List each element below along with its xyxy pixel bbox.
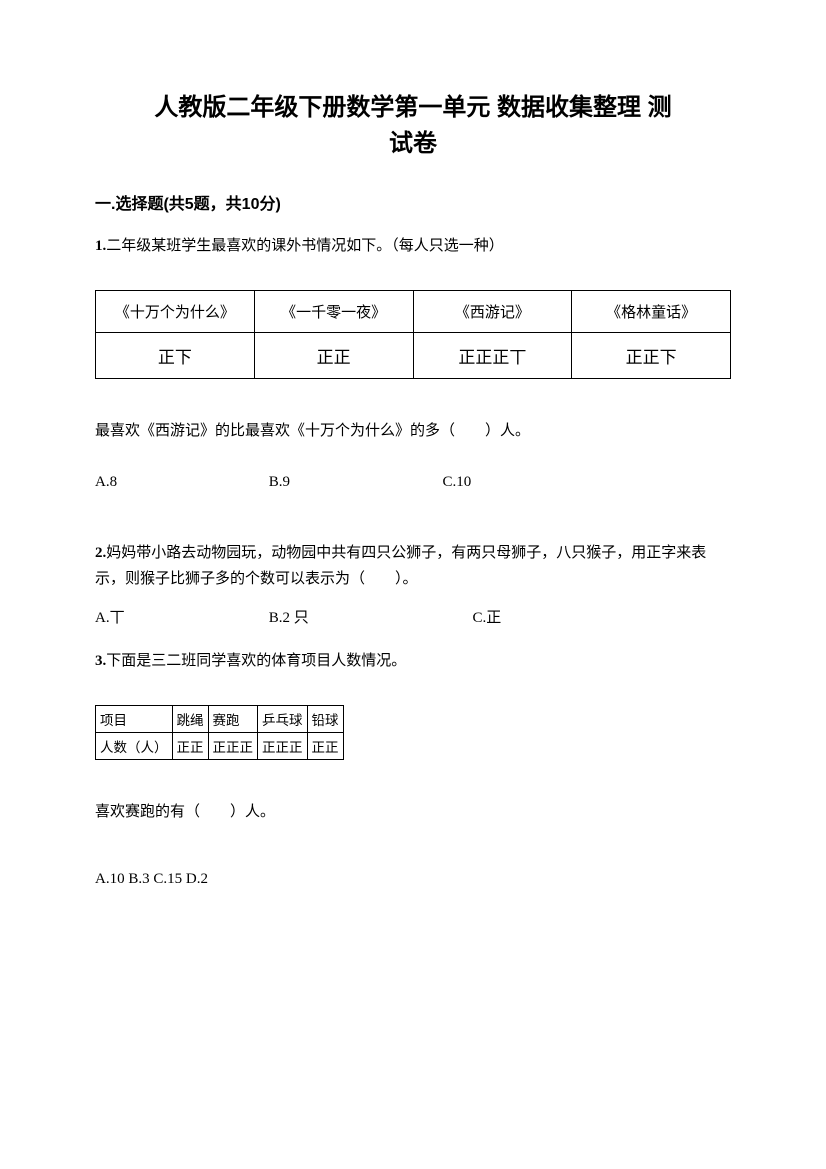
q2-number: 2. bbox=[95, 545, 106, 561]
q3-th-1: 跳绳 bbox=[172, 705, 208, 732]
q1-table-wrap: 《十万个为什么》 《一千零一夜》 《西游记》 《格林童话》 正下 正正 正正正丅… bbox=[95, 290, 731, 379]
q3-th-0: 项目 bbox=[96, 705, 173, 732]
q1-opt-b: B.9 bbox=[269, 474, 439, 491]
q2-options: A.丅 B.2 只 C.正 bbox=[95, 606, 731, 627]
q1-th-3: 《西游记》 bbox=[413, 290, 572, 332]
q1-number: 1. bbox=[95, 238, 106, 254]
q3-table-header-row: 项目 跳绳 赛跑 乒乓球 铅球 bbox=[96, 705, 344, 732]
document-title: 人教版二年级下册数学第一单元 数据收集整理 测 试卷 bbox=[95, 90, 731, 162]
q3-table: 项目 跳绳 赛跑 乒乓球 铅球 人数（人） 正正 正正正 正正正 正正 bbox=[95, 705, 344, 760]
q1-th-4: 《格林童话》 bbox=[572, 290, 731, 332]
q1-table: 《十万个为什么》 《一千零一夜》 《西游记》 《格林童话》 正下 正正 正正正丅… bbox=[95, 290, 731, 379]
q1-th-2: 《一千零一夜》 bbox=[254, 290, 413, 332]
q3-subtext: 喜欢赛跑的有（ ）人。 bbox=[95, 800, 731, 821]
section-1-heading: 一.选择题(共5题，共10分) bbox=[95, 190, 731, 214]
q1-tally-4: 正正下 bbox=[572, 332, 731, 378]
question-1: 1.二年级某班学生最喜欢的课外书情况如下。（每人只选一种） bbox=[95, 234, 731, 260]
q3-opt-b: B.3 bbox=[128, 871, 149, 887]
q3-options: A.10 B.3 C.15 D.2 bbox=[95, 871, 731, 888]
q2-text: 妈妈带小路去动物园玩，动物园中共有四只公狮子，有两只母狮子，八只猴子，用正字来表… bbox=[95, 545, 706, 587]
q3-th-3: 乒乓球 bbox=[258, 705, 308, 732]
q1-tally-2: 正正 bbox=[254, 332, 413, 378]
q3-text: 下面是三二班同学喜欢的体育项目人数情况。 bbox=[106, 653, 406, 669]
q3-td-3: 正正正 bbox=[258, 732, 308, 759]
q1-table-header-row: 《十万个为什么》 《一千零一夜》 《西游记》 《格林童话》 bbox=[96, 290, 731, 332]
q1-tally-1: 正下 bbox=[96, 332, 255, 378]
q3-td-1: 正正 bbox=[172, 732, 208, 759]
q3-th-2: 赛跑 bbox=[208, 705, 258, 732]
q3-opt-d: D.2 bbox=[186, 871, 208, 887]
q2-opt-b: B.2 只 bbox=[269, 606, 469, 627]
q1-text: 二年级某班学生最喜欢的课外书情况如下。（每人只选一种） bbox=[106, 238, 504, 254]
q1-table-tally-row: 正下 正正 正正正丅 正正下 bbox=[96, 332, 731, 378]
question-3: 3.下面是三二班同学喜欢的体育项目人数情况。 bbox=[95, 649, 731, 675]
q3-td-2: 正正正 bbox=[208, 732, 258, 759]
q3-table-wrap: 项目 跳绳 赛跑 乒乓球 铅球 人数（人） 正正 正正正 正正正 正正 bbox=[95, 705, 731, 760]
page-container: 人教版二年级下册数学第一单元 数据收集整理 测 试卷 一.选择题(共5题，共10… bbox=[0, 0, 826, 1169]
q3-number: 3. bbox=[95, 653, 106, 669]
q3-opt-c: C.15 bbox=[153, 871, 182, 887]
q1-options: A.8 B.9 C.10 bbox=[95, 474, 731, 491]
q2-opt-a: A.丅 bbox=[95, 606, 265, 627]
q3-table-data-row: 人数（人） 正正 正正正 正正正 正正 bbox=[96, 732, 344, 759]
q3-opt-a: A.10 bbox=[95, 871, 125, 887]
q3-th-4: 铅球 bbox=[307, 705, 343, 732]
q3-td-4: 正正 bbox=[307, 732, 343, 759]
title-line-2: 试卷 bbox=[389, 130, 437, 157]
q1-opt-c: C.10 bbox=[443, 474, 472, 491]
title-line-1: 人教版二年级下册数学第一单元 数据收集整理 测 bbox=[154, 94, 671, 121]
q1-tally-3: 正正正丅 bbox=[413, 332, 572, 378]
question-2: 2.妈妈带小路去动物园玩，动物园中共有四只公狮子，有两只母狮子，八只猴子，用正字… bbox=[95, 541, 731, 592]
q1-opt-a: A.8 bbox=[95, 474, 265, 491]
q1-th-1: 《十万个为什么》 bbox=[96, 290, 255, 332]
q1-subtext: 最喜欢《西游记》的比最喜欢《十万个为什么》的多（ ）人。 bbox=[95, 419, 731, 445]
q3-td-0: 人数（人） bbox=[96, 732, 173, 759]
q2-opt-c: C.正 bbox=[473, 606, 502, 627]
